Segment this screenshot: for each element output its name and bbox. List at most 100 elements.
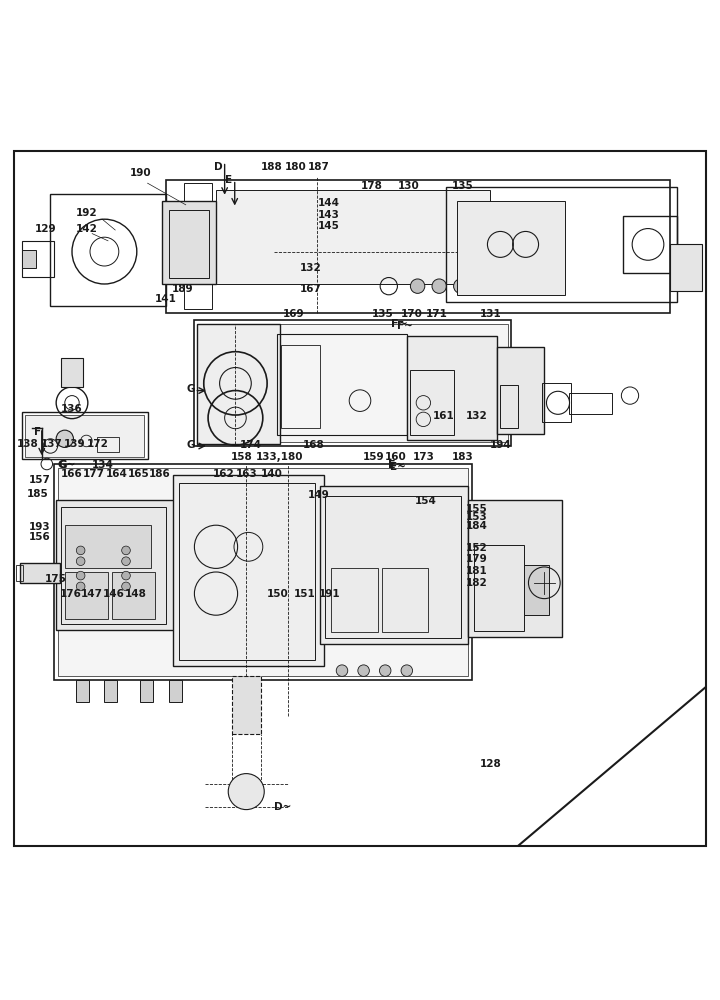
Text: 133,180: 133,180 xyxy=(256,452,303,462)
Bar xyxy=(277,334,407,435)
Bar xyxy=(500,385,518,428)
Text: 143: 143 xyxy=(318,210,339,220)
Bar xyxy=(169,210,209,278)
Text: 170: 170 xyxy=(401,309,423,319)
Bar xyxy=(112,572,155,619)
Bar xyxy=(281,345,320,428)
Text: 145: 145 xyxy=(318,221,339,231)
Circle shape xyxy=(454,279,468,293)
Text: 134: 134 xyxy=(92,460,114,470)
Text: 154: 154 xyxy=(415,496,437,506)
Bar xyxy=(670,244,702,291)
Text: 153: 153 xyxy=(466,512,487,522)
Text: 166: 166 xyxy=(61,469,83,479)
Bar xyxy=(410,370,454,435)
Circle shape xyxy=(122,582,130,591)
Bar xyxy=(623,216,677,273)
Bar xyxy=(474,545,524,631)
Bar xyxy=(407,336,497,440)
Bar xyxy=(569,393,612,414)
Bar xyxy=(22,241,54,277)
Bar xyxy=(97,437,119,452)
Text: 179: 179 xyxy=(466,554,487,564)
Text: 139: 139 xyxy=(64,439,86,449)
Text: 185: 185 xyxy=(27,489,49,499)
Text: E~: E~ xyxy=(390,462,405,472)
Circle shape xyxy=(76,582,85,591)
Text: 155: 155 xyxy=(466,504,487,514)
Text: 148: 148 xyxy=(125,589,146,599)
Circle shape xyxy=(379,665,391,676)
Bar xyxy=(50,194,166,306)
Text: 176: 176 xyxy=(60,589,81,599)
Text: 161: 161 xyxy=(433,411,454,421)
Text: 181: 181 xyxy=(466,566,487,576)
Circle shape xyxy=(76,557,85,566)
Text: 165: 165 xyxy=(127,469,149,479)
Text: F: F xyxy=(34,427,41,437)
Bar xyxy=(179,483,315,660)
Bar xyxy=(56,500,175,630)
Text: 191: 191 xyxy=(319,589,341,599)
Text: 138: 138 xyxy=(17,439,38,449)
Text: 157: 157 xyxy=(29,475,50,485)
Text: 135: 135 xyxy=(372,309,394,319)
Circle shape xyxy=(122,571,130,580)
Text: F~: F~ xyxy=(397,321,413,331)
Text: 164: 164 xyxy=(106,469,127,479)
Bar xyxy=(20,563,60,583)
Text: 175: 175 xyxy=(45,574,66,584)
Text: 178: 178 xyxy=(361,181,382,191)
Text: G: G xyxy=(186,440,195,450)
Text: 132: 132 xyxy=(300,263,322,273)
Circle shape xyxy=(432,279,446,293)
Bar xyxy=(22,412,148,459)
Text: 152: 152 xyxy=(466,543,487,553)
Bar xyxy=(140,680,153,702)
Bar xyxy=(325,496,461,638)
Text: 131: 131 xyxy=(480,309,502,319)
Bar xyxy=(65,525,151,568)
Bar xyxy=(184,183,212,309)
Circle shape xyxy=(401,665,413,676)
Text: E~: E~ xyxy=(387,460,405,470)
Text: 169: 169 xyxy=(283,309,305,319)
Text: 158: 158 xyxy=(230,452,252,462)
Text: 187: 187 xyxy=(308,162,330,172)
Text: 174: 174 xyxy=(240,440,261,450)
Circle shape xyxy=(358,665,369,676)
Text: 146: 146 xyxy=(103,589,125,599)
Bar xyxy=(524,565,549,615)
Circle shape xyxy=(56,430,73,447)
Text: 192: 192 xyxy=(76,208,97,218)
Text: 147: 147 xyxy=(81,589,103,599)
Text: 183: 183 xyxy=(452,452,474,462)
Bar xyxy=(197,324,280,444)
Bar xyxy=(194,320,511,446)
Bar xyxy=(493,237,529,266)
Text: 136: 136 xyxy=(61,404,83,414)
Bar xyxy=(320,486,468,644)
Circle shape xyxy=(122,557,130,566)
Bar xyxy=(54,464,472,680)
Bar xyxy=(166,180,670,313)
Text: 177: 177 xyxy=(83,469,104,479)
Text: 142: 142 xyxy=(76,224,97,234)
Text: D~: D~ xyxy=(274,802,291,812)
Text: G~: G~ xyxy=(58,460,76,470)
Text: 173: 173 xyxy=(413,452,435,462)
Text: G~: G~ xyxy=(58,460,76,470)
Text: 140: 140 xyxy=(261,469,283,479)
Bar xyxy=(382,568,428,632)
Text: 159: 159 xyxy=(363,452,384,462)
Bar xyxy=(76,680,89,702)
Circle shape xyxy=(122,546,130,555)
Bar xyxy=(232,676,261,734)
Text: 168: 168 xyxy=(303,440,325,450)
Bar xyxy=(169,680,182,702)
Text: 132: 132 xyxy=(466,411,487,421)
Text: 150: 150 xyxy=(267,589,289,599)
Text: 162: 162 xyxy=(212,469,234,479)
Bar xyxy=(446,187,677,302)
Bar xyxy=(61,507,166,624)
